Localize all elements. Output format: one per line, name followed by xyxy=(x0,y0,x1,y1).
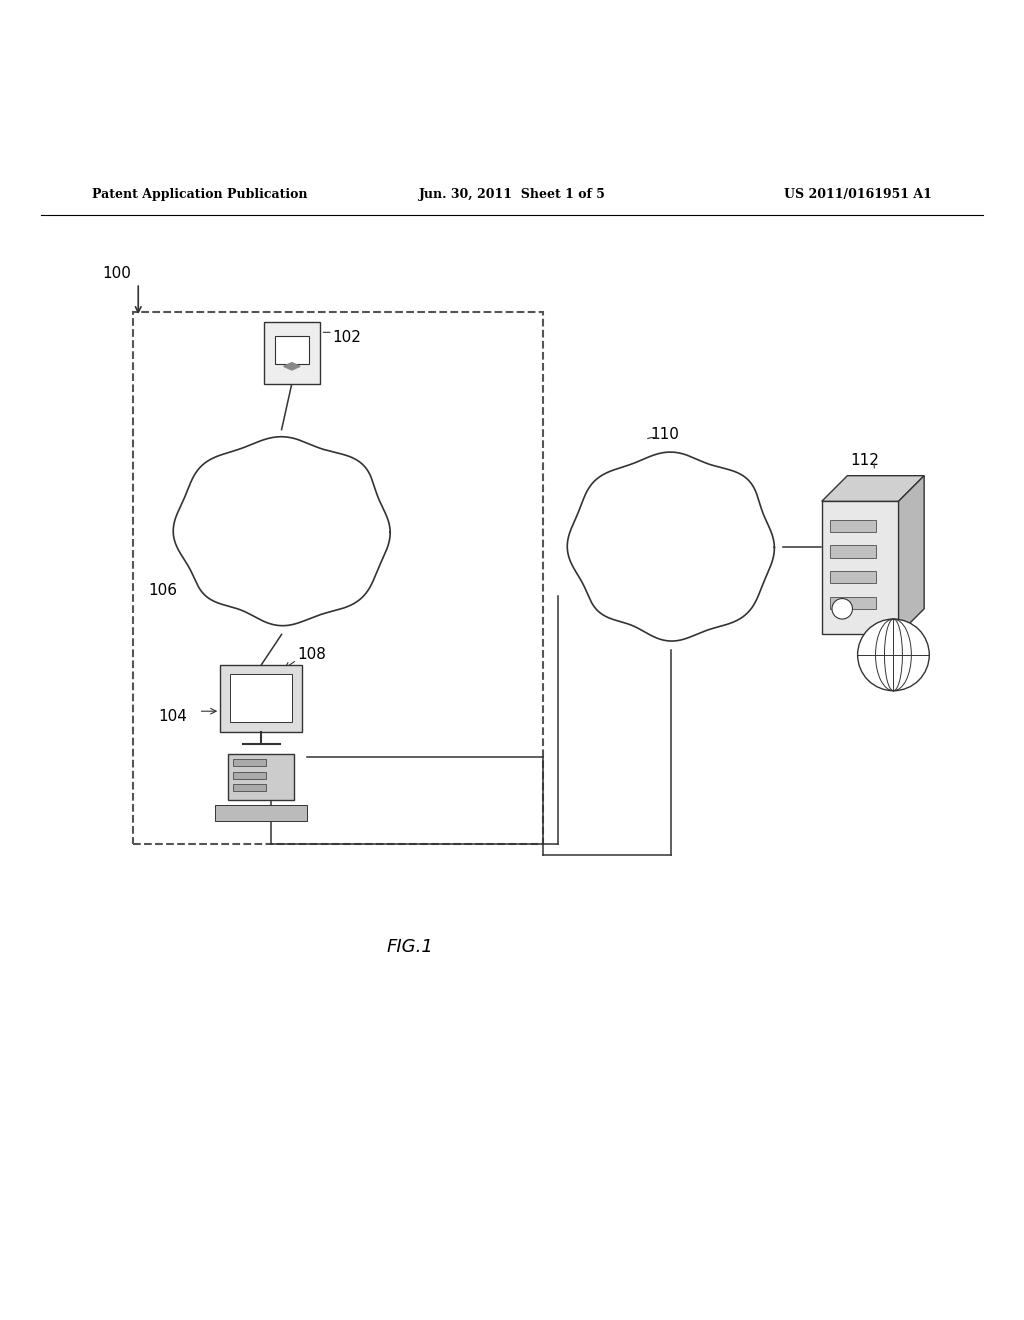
Bar xyxy=(263,322,319,384)
Bar xyxy=(274,335,309,363)
FancyBboxPatch shape xyxy=(133,312,543,845)
Bar xyxy=(227,754,295,800)
Polygon shape xyxy=(899,475,924,635)
Text: 106: 106 xyxy=(148,583,177,598)
Text: 110: 110 xyxy=(650,428,679,442)
Circle shape xyxy=(831,598,852,619)
Bar xyxy=(233,784,266,791)
Text: 102: 102 xyxy=(333,330,361,345)
Text: 108: 108 xyxy=(297,647,326,663)
Bar xyxy=(230,675,292,722)
Bar xyxy=(829,597,877,609)
Bar xyxy=(829,520,877,532)
Bar xyxy=(233,759,266,767)
Text: 100: 100 xyxy=(102,267,131,281)
Bar xyxy=(829,572,877,583)
Bar xyxy=(215,805,307,821)
Text: Patent Application Publication: Patent Application Publication xyxy=(92,187,307,201)
Bar xyxy=(821,502,899,635)
Text: Jun. 30, 2011  Sheet 1 of 5: Jun. 30, 2011 Sheet 1 of 5 xyxy=(419,187,605,201)
Bar xyxy=(233,772,266,779)
Text: 104: 104 xyxy=(159,709,187,723)
Polygon shape xyxy=(567,451,774,642)
Text: 112: 112 xyxy=(850,453,879,467)
Bar xyxy=(220,665,302,731)
Bar xyxy=(829,545,877,557)
Text: FIG.1: FIG.1 xyxy=(386,937,433,956)
Polygon shape xyxy=(173,437,390,626)
Polygon shape xyxy=(284,363,300,370)
Polygon shape xyxy=(821,475,924,502)
Circle shape xyxy=(857,619,930,690)
Text: US 2011/0161951 A1: US 2011/0161951 A1 xyxy=(784,187,932,201)
